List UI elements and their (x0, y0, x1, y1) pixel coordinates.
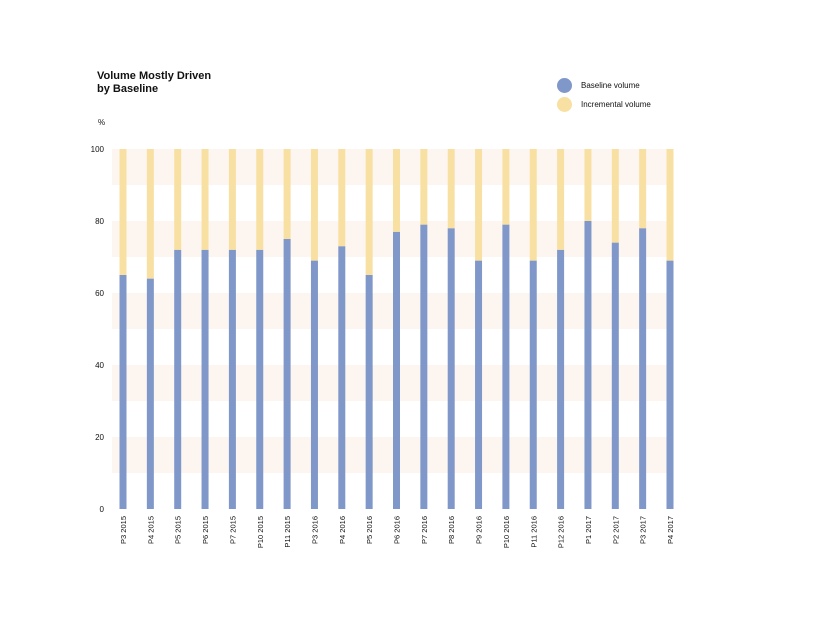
bar-baseline (502, 224, 510, 509)
bar-baseline (119, 275, 127, 509)
bar-incremental (611, 149, 619, 243)
bar-incremental (475, 149, 483, 261)
x-tick-label: P12 2016 (557, 516, 566, 548)
bar-baseline (228, 249, 236, 510)
legend-label-baseline: Baseline volume (581, 81, 640, 90)
x-tick-label: P7 2016 (420, 516, 429, 544)
bar-incremental (584, 149, 592, 221)
bar-incremental (666, 149, 674, 261)
bar-incremental (174, 149, 182, 250)
bar-baseline (283, 239, 291, 509)
bar-baseline (447, 228, 455, 509)
bar-incremental (502, 149, 510, 225)
x-tick-label: P5 2016 (365, 516, 374, 544)
bar-incremental (228, 149, 236, 250)
x-tick-label: P11 2016 (529, 516, 538, 548)
y-tick-label: 20 (95, 433, 104, 442)
bar-baseline (365, 275, 373, 509)
x-tick-label: P1 2017 (584, 516, 593, 544)
bar-baseline (174, 249, 182, 510)
x-tick-label: P4 2017 (666, 516, 675, 544)
x-tick-label: P7 2015 (228, 516, 237, 544)
x-tick-label: P11 2015 (283, 516, 292, 548)
bar-baseline (611, 242, 619, 509)
y-tick-label: 40 (95, 361, 104, 370)
bar-incremental (557, 149, 565, 250)
bar-baseline (475, 260, 483, 509)
bar-incremental (201, 149, 209, 250)
bar-baseline (338, 246, 346, 509)
y-axis-unit-label: % (98, 118, 106, 127)
y-tick-label: 100 (91, 145, 105, 154)
legend-item-incremental: Incremental volume (557, 97, 697, 113)
chart-title-line2: by Baseline (97, 83, 159, 95)
x-tick-label: P5 2015 (174, 516, 183, 544)
x-tick-label: P3 2016 (310, 516, 319, 544)
bar-incremental (338, 149, 346, 247)
bar-baseline (201, 249, 209, 510)
bar-baseline (420, 224, 428, 509)
x-tick-label: P8 2016 (447, 516, 456, 544)
bar-incremental (639, 149, 647, 229)
x-tick-label: P4 2016 (338, 516, 347, 544)
x-tick-label: P4 2015 (146, 516, 155, 544)
bar-incremental (447, 149, 455, 229)
bar-incremental (283, 149, 291, 239)
legend-label-incremental: Incremental volume (581, 100, 651, 109)
bar-incremental (529, 149, 537, 261)
bar-incremental (365, 149, 373, 275)
bar-baseline (146, 278, 154, 509)
bar-incremental (420, 149, 428, 225)
bar-baseline (310, 260, 318, 509)
bar-baseline (393, 231, 400, 510)
bar-baseline (666, 260, 674, 509)
x-tick-label: P10 2016 (502, 516, 511, 548)
bar-baseline (529, 260, 537, 509)
bar-baseline (639, 228, 647, 509)
y-tick-label: 80 (95, 217, 104, 226)
legend-swatch-incremental (557, 97, 572, 112)
bar-incremental (119, 149, 127, 275)
x-tick-label: P10 2015 (256, 516, 265, 548)
legend-item-baseline: Baseline volume (557, 78, 697, 94)
x-tick-label: P3 2017 (639, 516, 648, 544)
bar-incremental (310, 149, 318, 261)
legend-swatch-baseline (557, 78, 572, 93)
chart-title-line1: Volume Mostly Driven (97, 70, 212, 82)
chart-title: Volume Mostly Driven by Baseline (97, 70, 211, 96)
x-tick-label: P6 2015 (201, 516, 210, 544)
x-tick-label: P9 2016 (475, 516, 484, 544)
x-tick-label: P6 2016 (393, 516, 402, 544)
bar-incremental (146, 149, 154, 279)
y-tick-label: 60 (95, 289, 104, 298)
bar-incremental (393, 149, 400, 232)
bar-incremental (256, 149, 264, 250)
bar-baseline (256, 249, 264, 510)
y-tick-label: 0 (100, 505, 105, 514)
x-tick-label: P3 2015 (119, 516, 128, 544)
x-tick-label: P2 2017 (611, 516, 620, 544)
bar-baseline (584, 221, 592, 509)
bar-baseline (557, 249, 565, 510)
